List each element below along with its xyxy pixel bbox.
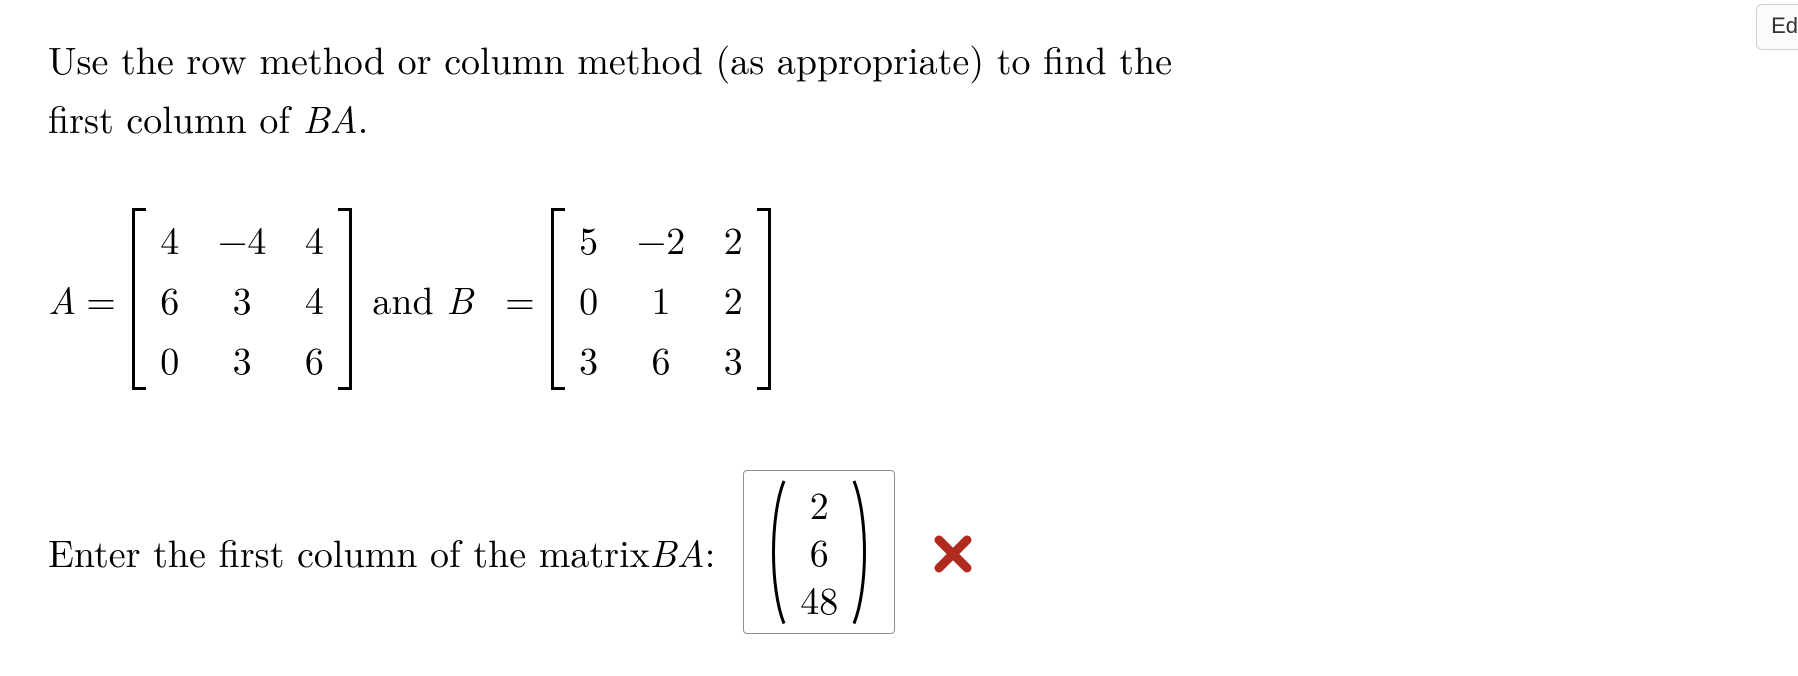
question-page: Use the row method or column method (as … xyxy=(0,0,1798,676)
question-body: Use the row method or column method (as … xyxy=(48,0,1488,634)
side-tab-button[interactable]: Ed xyxy=(1756,4,1798,50)
equals-sign: = xyxy=(76,272,126,326)
answer-vector-entry: 6 xyxy=(810,528,829,576)
matrix-b-cell: 6 xyxy=(637,332,686,386)
bracket-left-icon xyxy=(551,208,565,390)
answer-vector-entry: 2 xyxy=(810,481,829,529)
and-text: and B xyxy=(358,272,495,326)
answer-row: Enter the first column of the matrix BA:… xyxy=(48,470,1488,635)
matrix-b-cell: −2 xyxy=(637,212,686,266)
matrix-a-cell: 4 xyxy=(156,212,184,266)
matrix-a-cell: 6 xyxy=(300,332,328,386)
matrix-a-cell: 4 xyxy=(300,212,328,266)
paren-left-icon xyxy=(766,479,788,626)
matrix-b-cell: 3 xyxy=(719,332,747,386)
matrix-b: 5 −2 2 0 1 2 3 6 3 xyxy=(551,208,772,390)
bracket-right-icon xyxy=(757,208,771,390)
matrix-b-cell: 0 xyxy=(575,272,603,326)
matrix-definitions: A = 4 −4 4 6 3 4 0 3 6 and B xyxy=(48,208,1488,390)
matrix-b-cell: 5 xyxy=(575,212,603,266)
matrix-b-cell: 1 xyxy=(637,272,686,326)
answer-product-symbol: BA xyxy=(650,525,705,579)
matrix-a-cell: 0 xyxy=(156,332,184,386)
answer-prompt-pre: Enter the first column of the matrix xyxy=(48,525,650,579)
matrix-a-cell: 3 xyxy=(218,332,267,386)
matrix-b-label: B xyxy=(446,272,473,326)
prompt-line-1: Use the row method or column method (as … xyxy=(48,32,1172,86)
equals-sign: = xyxy=(495,272,545,326)
answer-vector-values: 2 6 48 xyxy=(788,479,850,626)
bracket-right-icon xyxy=(338,208,352,390)
matrix-a-label: A xyxy=(48,272,76,326)
matrix-a-cell: −4 xyxy=(218,212,267,266)
and-text-inner: and xyxy=(372,272,446,326)
matrix-a-cell: 4 xyxy=(300,272,328,326)
side-tab-label: Ed xyxy=(1771,13,1798,38)
matrix-a-cell: 6 xyxy=(156,272,184,326)
answer-input[interactable]: 2 6 48 xyxy=(743,470,895,635)
matrix-b-cell: 2 xyxy=(719,212,747,266)
prompt-line-2-pre: first column of xyxy=(48,91,303,145)
matrix-b-cell: 3 xyxy=(575,332,603,386)
bracket-left-icon xyxy=(132,208,146,390)
matrix-a-grid: 4 −4 4 6 3 4 0 3 6 xyxy=(146,208,339,390)
matrix-b-grid: 5 −2 2 0 1 2 3 6 3 xyxy=(565,208,758,390)
question-prompt: Use the row method or column method (as … xyxy=(48,30,1488,148)
answer-vector-entry: 48 xyxy=(800,576,838,624)
paren-right-icon xyxy=(850,479,872,626)
prompt-line-2-post: . xyxy=(358,91,369,145)
prompt-product-symbol: BA xyxy=(303,91,358,145)
matrix-a: 4 −4 4 6 3 4 0 3 6 xyxy=(132,208,353,390)
incorrect-icon xyxy=(933,532,973,572)
answer-prompt-post: : xyxy=(705,525,716,579)
matrix-b-cell: 2 xyxy=(719,272,747,326)
answer-vector: 2 6 48 xyxy=(766,479,872,626)
matrix-a-cell: 3 xyxy=(218,272,267,326)
